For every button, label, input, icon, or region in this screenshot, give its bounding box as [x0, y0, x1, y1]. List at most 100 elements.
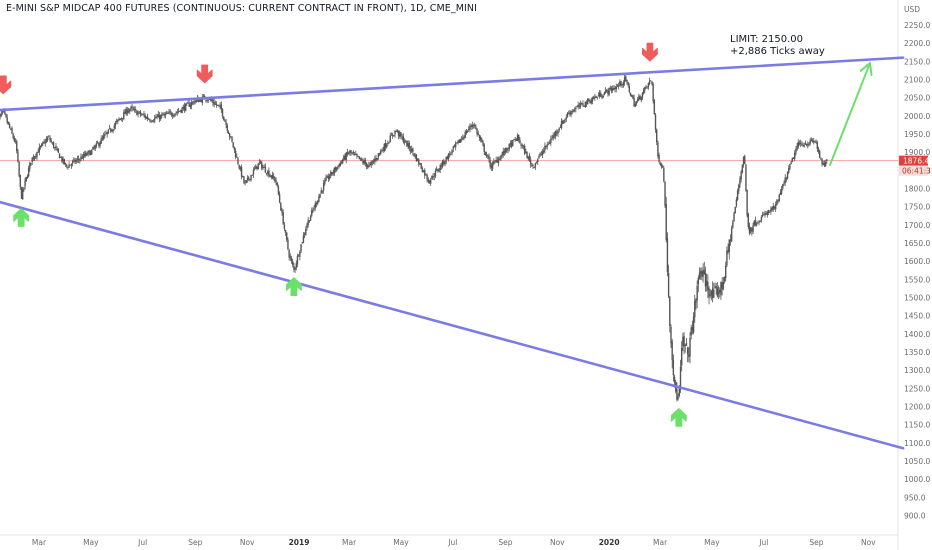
candle-body: [426, 174, 428, 180]
candle-body: [18, 161, 20, 176]
candle-body: [352, 152, 355, 154]
candle-body: [221, 109, 224, 117]
candle-body: [313, 208, 315, 210]
candle-body: [5, 114, 7, 118]
x-tick-label: Jul: [137, 538, 147, 547]
candle-body: [238, 165, 240, 169]
candle-body: [439, 165, 441, 171]
candle-body: [543, 150, 545, 153]
candle-body: [771, 207, 773, 211]
candle-body: [650, 80, 652, 82]
candle-body: [798, 142, 801, 145]
candle-body: [503, 151, 506, 154]
candle-body: [445, 156, 447, 162]
candle-body: [140, 114, 143, 116]
candle-body: [251, 175, 253, 176]
candle-body: [636, 98, 639, 102]
candle-body: [184, 103, 187, 112]
candle-body: [685, 343, 688, 346]
candle-body: [242, 175, 244, 177]
candle-body: [550, 139, 552, 143]
candle-body: [421, 168, 424, 172]
candle-body: [796, 146, 798, 150]
candle-body: [821, 159, 823, 164]
candle-body: [509, 143, 512, 145]
y-tick-label: 1700.0: [904, 221, 930, 230]
candle-body: [353, 154, 356, 155]
candle-body: [300, 244, 302, 252]
candle-body: [108, 128, 111, 130]
candle-body: [577, 104, 579, 107]
candle-body: [741, 164, 744, 173]
y-tick-label: 1900.0: [904, 148, 930, 157]
candle-body: [130, 107, 132, 109]
candle-body: [459, 139, 462, 143]
candle-body: [67, 167, 69, 169]
candle-body: [43, 141, 45, 143]
candle-body: [194, 101, 196, 103]
candle-body: [406, 140, 408, 147]
candle-body: [435, 169, 438, 171]
candle-body: [21, 188, 24, 200]
candle-body: [23, 187, 25, 189]
candle-body: [487, 155, 489, 157]
candle-body: [294, 267, 296, 270]
candle-body: [644, 87, 646, 91]
candle-body: [713, 289, 715, 298]
candle-body: [195, 99, 198, 103]
candle-body: [127, 110, 130, 113]
candle-body: [528, 155, 531, 160]
candle-body: [554, 131, 557, 137]
candle-body: [46, 137, 49, 141]
candle-body: [691, 326, 694, 331]
candle-body: [289, 256, 292, 258]
candle-body: [513, 139, 515, 140]
candle-body: [19, 175, 22, 188]
candle-body: [704, 272, 707, 287]
candle-body: [469, 125, 471, 130]
candle-body: [365, 162, 368, 167]
candle-body: [501, 154, 503, 157]
candle-body: [799, 143, 802, 144]
candle-body: [610, 88, 613, 92]
candle-body: [292, 261, 294, 266]
candle-body: [616, 85, 619, 87]
candle-body: [302, 235, 305, 243]
y-tick-label: 1750.0: [904, 203, 930, 212]
candle-body: [641, 92, 644, 98]
candle-body: [71, 161, 74, 164]
candle-body: [677, 396, 679, 399]
candle-body: [548, 142, 551, 144]
candle-body: [264, 166, 267, 173]
candle-body: [664, 181, 666, 206]
candle-body: [695, 298, 697, 303]
candle-body: [293, 265, 295, 270]
candle-body: [532, 165, 534, 167]
candle-body: [766, 212, 769, 216]
candle-body: [322, 183, 325, 191]
candle-body: [236, 156, 238, 158]
candle-body: [402, 136, 405, 143]
candle-body: [788, 168, 790, 173]
candle-body: [231, 137, 233, 142]
candle-body: [792, 157, 795, 159]
candle-body: [464, 131, 466, 138]
candle-body: [63, 158, 66, 165]
candle-body: [333, 167, 336, 174]
candle-body: [271, 174, 274, 179]
candle-body: [512, 140, 514, 146]
candle-body: [622, 82, 625, 86]
candle-body: [475, 126, 477, 130]
candle-body: [95, 143, 98, 146]
candle-body: [234, 150, 237, 157]
candle-body: [591, 98, 594, 102]
candle-body: [428, 180, 431, 183]
candle-body: [267, 171, 269, 174]
candle-body: [92, 147, 94, 150]
candle-body: [343, 155, 345, 161]
candle-body: [670, 326, 672, 343]
candle-body: [595, 96, 597, 98]
projection-arrowhead: [859, 62, 873, 76]
